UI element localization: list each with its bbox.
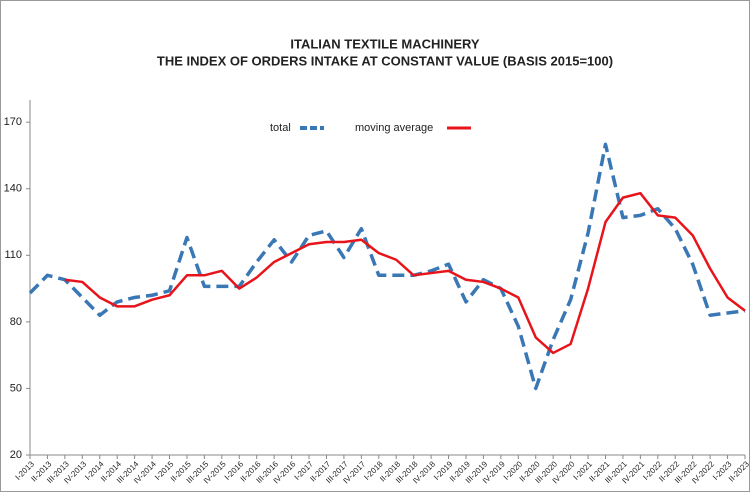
- chart-title: ITALIAN TEXTILE MACHINERY: [290, 36, 480, 51]
- series-line: [28, 142, 746, 391]
- chart-subtitle: THE INDEX OF ORDERS INTAKE AT CONSTANT V…: [157, 53, 613, 68]
- y-tick-label: 80: [10, 316, 22, 328]
- series-line: [64, 191, 746, 355]
- legend-label: moving average: [355, 122, 433, 134]
- legend-label: total: [270, 122, 291, 134]
- y-tick-label: 50: [10, 382, 22, 394]
- y-tick-label: 110: [4, 249, 22, 261]
- y-tick-label: 140: [4, 183, 22, 195]
- y-tick-label: 170: [4, 116, 22, 128]
- y-tick-label: 20: [10, 449, 22, 461]
